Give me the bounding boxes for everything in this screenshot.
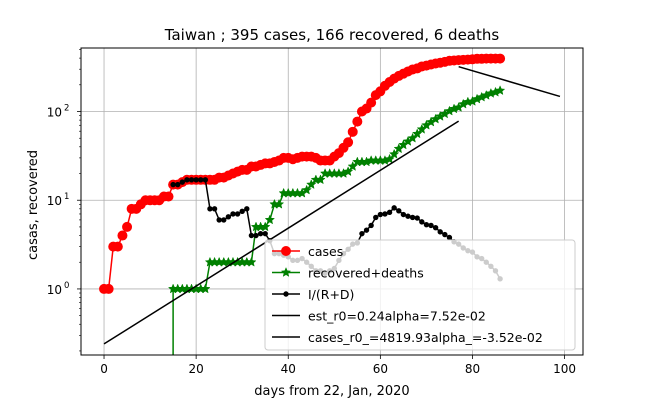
data-point: [264, 214, 276, 225]
data-point: [188, 177, 195, 183]
data-point: [414, 215, 420, 221]
data-point: [211, 206, 218, 212]
data-point: [437, 229, 443, 235]
data-point: [117, 230, 128, 241]
chart-title: Taiwan ; 395 cases, 166 recovered, 6 dea…: [164, 26, 500, 44]
data-point: [352, 116, 363, 127]
y-tick-exponent: 2: [64, 104, 69, 114]
data-point: [382, 211, 388, 217]
series-line-4: [458, 65, 561, 98]
data-point: [315, 174, 326, 185]
x-axis-label: days from 22, Jan, 2020: [254, 384, 409, 399]
legend-box: [264, 239, 576, 351]
y-axis-label: casas, recovered: [26, 150, 41, 260]
legend: cases recovered+deaths I/(R+D) est_r0=0.24a…: [264, 239, 576, 351]
data-point: [163, 191, 174, 202]
data-point: [260, 221, 271, 232]
data-point: [423, 221, 430, 228]
data-point: [384, 153, 395, 164]
x-tick-label: 60: [373, 362, 388, 376]
data-point: [239, 208, 245, 215]
x-tick-label: 20: [188, 362, 203, 376]
data-point: [234, 211, 241, 217]
legend-marker-0: [281, 246, 291, 256]
data-point: [244, 206, 250, 212]
data-point: [225, 214, 232, 220]
data-point: [175, 181, 181, 188]
data-point: [428, 222, 434, 229]
data-point: [170, 181, 176, 188]
data-point: [184, 177, 190, 183]
data-point: [193, 177, 199, 183]
x-tick-label: 0: [100, 362, 108, 376]
data-point: [253, 232, 259, 239]
y-tick-exponent: 0: [64, 281, 69, 291]
data-point: [112, 241, 123, 252]
data-point: [262, 230, 268, 237]
data-point: [273, 198, 285, 209]
data-point: [246, 256, 257, 267]
data-point: [377, 211, 384, 218]
data-point: [366, 97, 377, 108]
legend-label-4: cases_r0_=4819.93alpha_=-3.52e-02: [308, 330, 543, 345]
y-tick-label: 10: [47, 106, 62, 120]
data-point: [446, 234, 453, 241]
data-point: [405, 213, 411, 219]
data-point: [494, 85, 506, 96]
data-point: [368, 222, 374, 229]
series-line-3: [103, 120, 460, 345]
data-point: [342, 166, 354, 177]
data-point: [347, 126, 358, 137]
plot-frame: [80, 47, 584, 356]
x-tick-label: 100: [553, 362, 576, 376]
legend-label-1: recovered+deaths: [308, 266, 424, 281]
data-point: [359, 230, 365, 237]
data-point: [200, 283, 211, 294]
data-point: [202, 177, 209, 183]
data-point: [363, 227, 370, 233]
data-point: [230, 211, 236, 217]
data-point: [409, 214, 416, 221]
data-point: [306, 179, 317, 190]
x-tick-label: 40: [281, 362, 296, 376]
data-point: [391, 205, 397, 211]
data-point: [419, 219, 425, 225]
data-point: [248, 232, 255, 239]
legend-label-2: I/(R+D): [308, 287, 354, 302]
data-point: [495, 53, 506, 64]
data-point: [257, 230, 264, 237]
data-point: [373, 214, 379, 221]
data-point: [216, 217, 222, 223]
legend-marker-1: [280, 267, 292, 277]
data-point: [343, 137, 354, 148]
data-point: [400, 211, 407, 218]
legend-label-0: cases: [308, 244, 343, 259]
data-point: [396, 208, 402, 214]
legend-label-3: est_r0=0.24alpha=7.52e-02: [308, 309, 486, 324]
y-tick-exponent: 1: [64, 192, 69, 202]
data-point: [179, 179, 186, 185]
data-point: [442, 231, 448, 238]
legend-marker-2: [283, 291, 289, 297]
x-tick-label: 80: [465, 362, 480, 376]
y-tick-label: 10: [47, 283, 62, 297]
data-point: [122, 221, 133, 232]
data-point: [103, 283, 114, 294]
data-point: [386, 209, 393, 216]
series-group: [99, 53, 561, 355]
y-tick-label: 10: [47, 194, 62, 208]
data-point: [221, 217, 227, 223]
data-point: [301, 184, 312, 195]
data-point: [432, 225, 439, 231]
data-point: [207, 206, 213, 212]
data-point: [198, 177, 204, 183]
data-point: [388, 148, 400, 159]
